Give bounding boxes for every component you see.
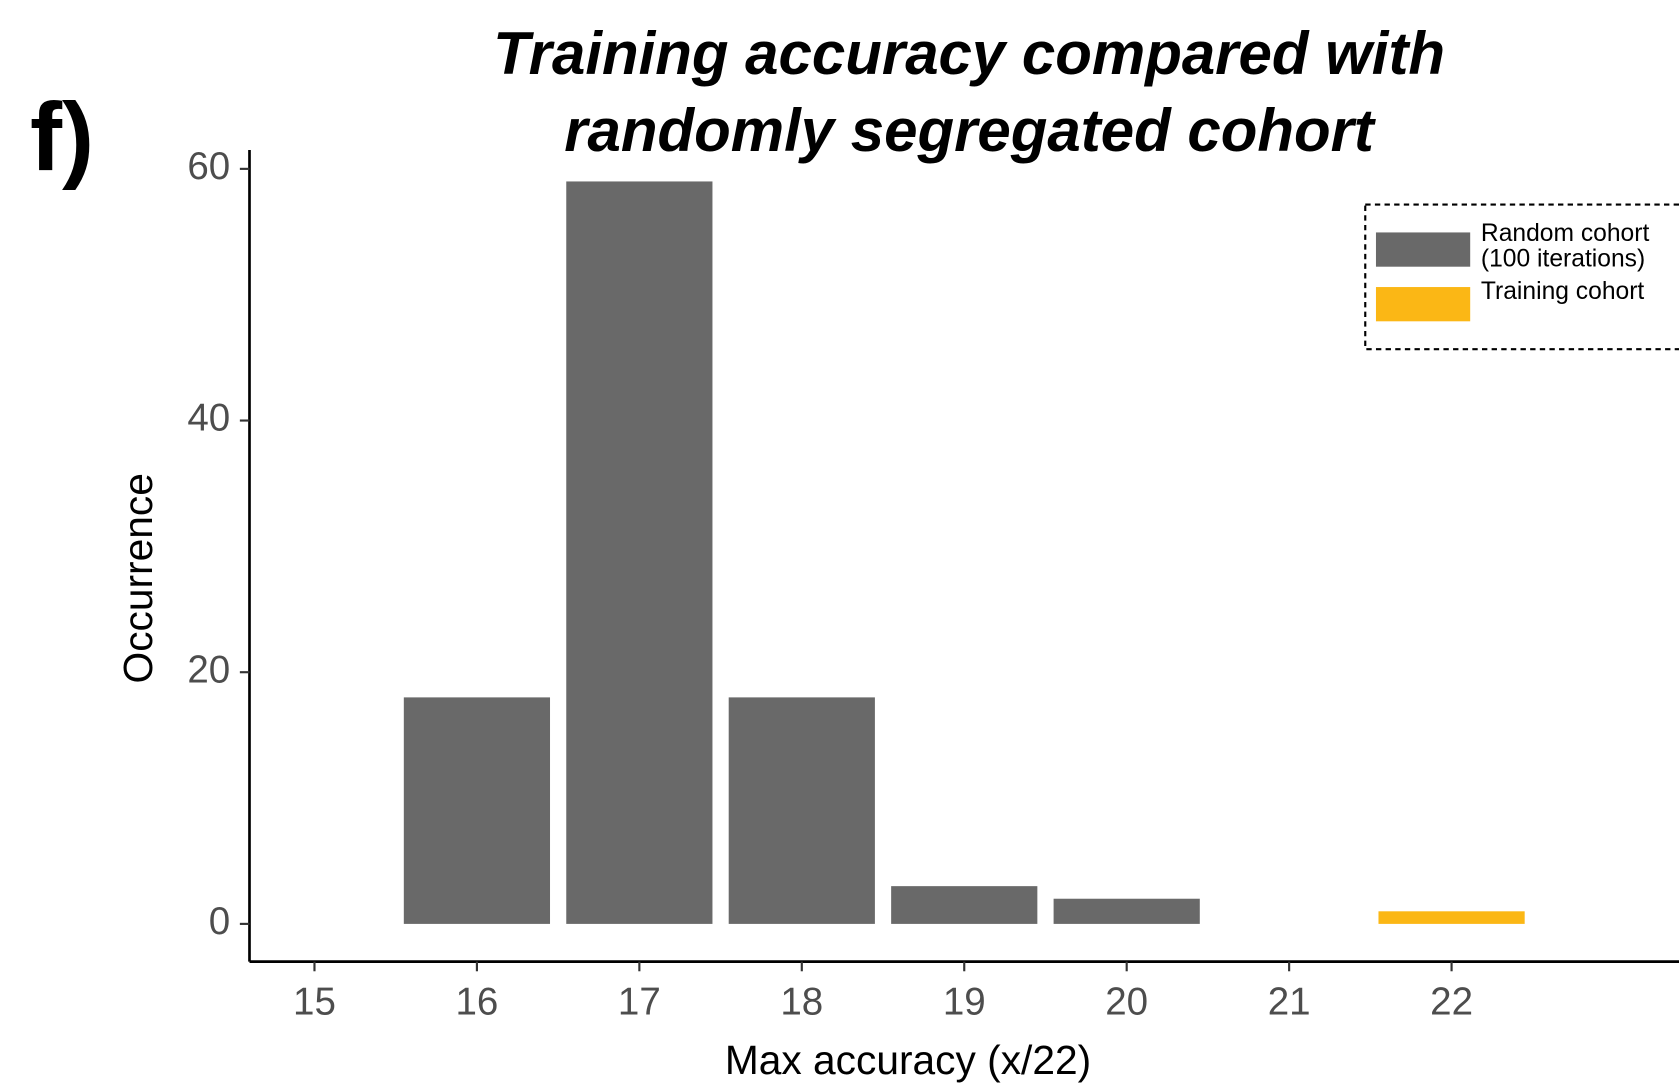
x-tick-label: 22 [1430, 981, 1473, 1024]
x-tick-label: 18 [780, 981, 823, 1024]
legend-label-box: Training cohort [1480, 277, 1645, 305]
y-tick-label: 0 [209, 900, 230, 943]
bar [403, 697, 551, 924]
x-tick-label: 20 [1105, 981, 1148, 1024]
legend-swatch [1375, 232, 1471, 267]
legend-label-box: Random cohort (100 iterations) [1480, 219, 1650, 273]
x-tick-label: 21 [1268, 981, 1311, 1024]
x-tick-label: 19 [943, 981, 986, 1024]
x-axis-label: Max accuracy (x/22) [725, 1037, 1091, 1083]
y-tick-label: 20 [187, 648, 230, 691]
bar [728, 697, 875, 924]
y-tick-label: 40 [187, 397, 230, 440]
bar [1378, 911, 1525, 924]
y-axis-label: Occurrence [115, 473, 161, 683]
bar [566, 181, 713, 924]
x-tick-label: 16 [455, 981, 498, 1024]
title-box: Training accuracy compared with randomly… [493, 19, 1446, 164]
bar [891, 886, 1038, 924]
legend-swatch [1375, 287, 1471, 322]
chart-title: Training accuracy compared with randomly… [493, 19, 1446, 164]
legend-label: Random cohort (100 iterations) [1480, 219, 1650, 273]
x-tick-label: 17 [618, 981, 661, 1024]
panel-label: f) [30, 84, 94, 191]
bar [1053, 898, 1200, 924]
x-tick-label: 15 [293, 981, 336, 1024]
y-tick-label: 60 [187, 145, 230, 188]
legend-label: Training cohort [1480, 277, 1645, 305]
legend-box [1364, 203, 1679, 351]
